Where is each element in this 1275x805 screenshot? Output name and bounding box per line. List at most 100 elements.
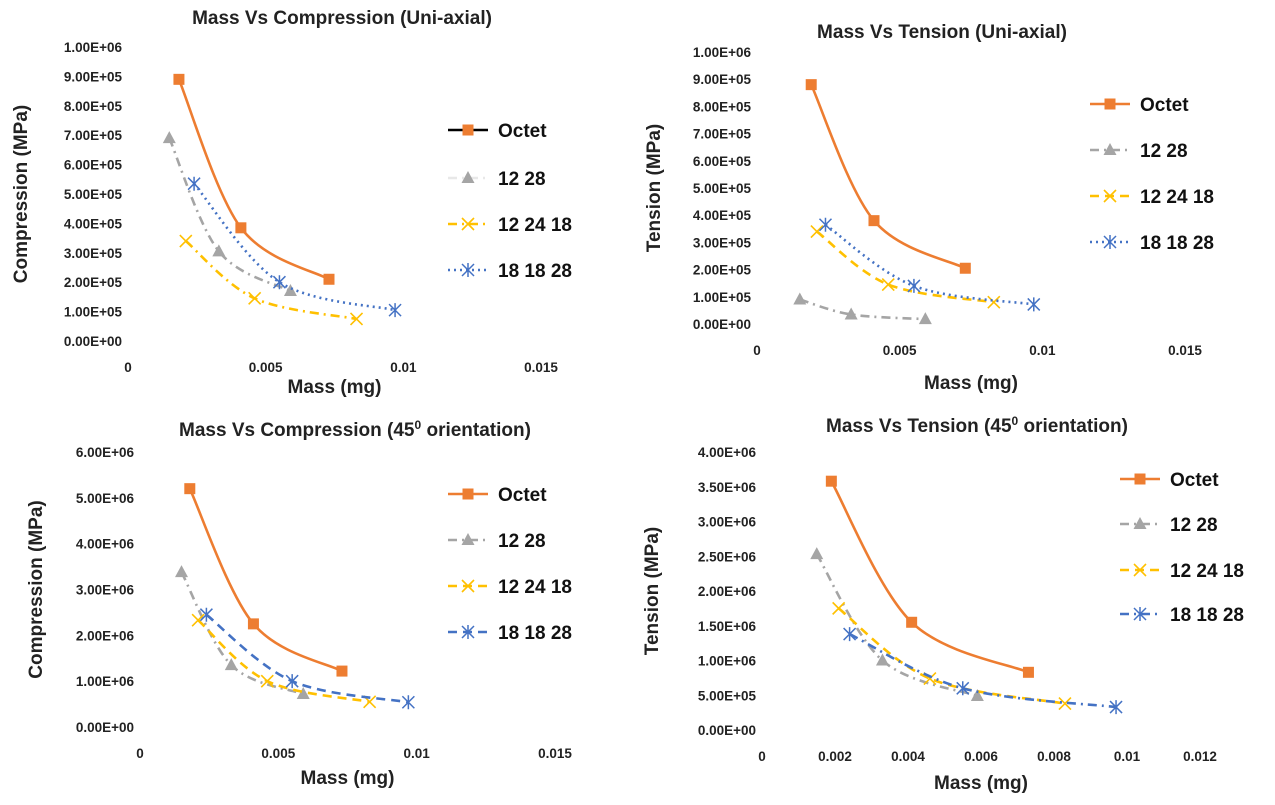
chart-title: Mass Vs Tension (450 orientation): [826, 414, 1128, 437]
x-tick-label: 0.015: [524, 360, 558, 375]
x-tick-label: 0.005: [261, 746, 295, 761]
legend-label: Octet: [1170, 470, 1219, 491]
y-tick-label: 1.00E+06: [64, 40, 123, 55]
data-point: [212, 244, 226, 257]
data-point: [875, 653, 889, 666]
y-tick-label: 1.00E+06: [76, 674, 135, 689]
legend-label: 12 24 18: [1170, 561, 1244, 582]
y-tick-label: 5.00E+06: [76, 491, 135, 506]
x-tick-label: 0.01: [1114, 749, 1141, 764]
data-point: [810, 224, 824, 239]
y-tick-label: 3.00E+06: [698, 515, 757, 530]
data-point: [349, 312, 364, 326]
y-tick-label: 0.00E+00: [76, 720, 134, 735]
data-point: [868, 215, 880, 227]
x-tick-label: 0.005: [249, 360, 283, 375]
legend-swatch-marker: [461, 579, 475, 593]
data-point: [959, 262, 971, 274]
series-line-4: [193, 182, 396, 312]
data-point: [1027, 297, 1041, 312]
data-point: [283, 284, 297, 297]
y-axis-title: Tension (MPa): [642, 527, 663, 655]
y-tick-label: 4.00E+06: [698, 445, 757, 460]
chart-panel-2: Mass Vs Tension (Uni-axial) 0.00E+00 1.00E…: [644, 22, 1214, 394]
series-line-3: [816, 230, 995, 304]
series-line-2: [180, 571, 304, 696]
chart-panel-3: Mass Vs Compression (450 orientation) 0.0…: [26, 418, 572, 789]
legend-swatch-marker: [1103, 143, 1117, 155]
x-tick-label: 0.015: [538, 746, 572, 761]
legend-label: 12 24 18: [1140, 187, 1214, 208]
x-tick-label: 0.01: [1029, 343, 1056, 358]
legend-swatch-marker: [462, 488, 474, 500]
legend-label: Octet: [498, 121, 547, 142]
data-point: [1109, 700, 1123, 715]
y-tick-label: 8.00E+05: [693, 99, 752, 114]
y-tick-label: 1.00E+05: [693, 290, 752, 305]
data-point: [818, 217, 833, 232]
data-point: [805, 79, 817, 91]
x-tick-label: 0.005: [883, 343, 917, 358]
data-point: [323, 273, 335, 285]
legend-label: 12 28: [1170, 515, 1218, 536]
data-point: [810, 547, 824, 560]
legend-label: Octet: [1140, 95, 1189, 116]
data-point: [987, 295, 1001, 309]
legend-label: 18 18 28: [1170, 605, 1244, 626]
y-tick-label: 5.00E+05: [698, 688, 757, 703]
series-line-2: [799, 298, 926, 321]
data-point: [906, 616, 918, 628]
data-point: [918, 312, 932, 325]
series-line-2: [168, 137, 292, 293]
y-tick-label: 2.50E+06: [698, 549, 757, 564]
y-tick-label: 0.00E+00: [698, 723, 756, 738]
y-axis-title: Compression (MPa): [11, 105, 32, 283]
legend-label: 12 28: [498, 169, 546, 190]
y-tick-label: 6.00E+05: [693, 154, 752, 169]
series-line-1: [177, 78, 330, 281]
legend-label: 12 28: [1140, 141, 1188, 162]
chart-title: Mass Vs Tension (Uni-axial): [817, 22, 1067, 43]
data-point: [235, 222, 247, 234]
x-axis-title: Mass (mg): [934, 773, 1028, 794]
data-point: [184, 483, 196, 495]
y-tick-label: 6.00E+05: [64, 158, 123, 173]
x-tick-label: 0.002: [818, 749, 852, 764]
series-line-1: [810, 84, 966, 270]
y-tick-label: 0.00E+00: [693, 317, 751, 332]
series-line-4: [849, 632, 1117, 709]
y-tick-label: 4.00E+05: [64, 216, 123, 231]
x-tick-label: 0.006: [964, 749, 998, 764]
data-point: [175, 565, 188, 578]
chart-panel-4: Mass Vs Tension (450 orientation) 0.00E+0…: [642, 414, 1244, 794]
y-tick-label: 1.00E+06: [698, 654, 757, 669]
y-tick-label: 2.00E+05: [693, 263, 752, 278]
data-point: [199, 607, 213, 622]
data-point: [843, 627, 857, 642]
data-point: [285, 674, 299, 689]
y-tick-label: 1.00E+06: [693, 45, 752, 60]
legend-label: 12 24 18: [498, 577, 572, 598]
x-axis-title: Mass (mg): [288, 377, 382, 398]
legend-swatch-marker: [461, 171, 475, 183]
x-tick-label: 0: [136, 746, 144, 761]
y-tick-label: 2.00E+06: [76, 628, 135, 643]
data-point: [881, 277, 895, 292]
data-point: [187, 176, 201, 191]
y-tick-label: 3.00E+05: [693, 235, 752, 250]
legend-label: Octet: [498, 485, 547, 506]
chart-panel-1: Mass Vs Compression (Uni-axial) 0.00E+00 1…: [11, 8, 572, 398]
x-tick-label: 0.004: [891, 749, 925, 764]
legend-swatch-marker: [1133, 563, 1147, 577]
data-point: [1058, 697, 1072, 711]
data-point: [272, 275, 286, 290]
data-point: [162, 131, 176, 144]
legend-label: 18 18 28: [498, 261, 572, 282]
data-point: [793, 292, 807, 305]
legend-swatch-marker: [461, 533, 475, 545]
y-tick-label: 3.00E+06: [76, 583, 135, 598]
legend-swatch-marker: [462, 124, 474, 136]
series-line-3: [197, 619, 370, 704]
y-tick-label: 5.00E+05: [64, 187, 123, 202]
